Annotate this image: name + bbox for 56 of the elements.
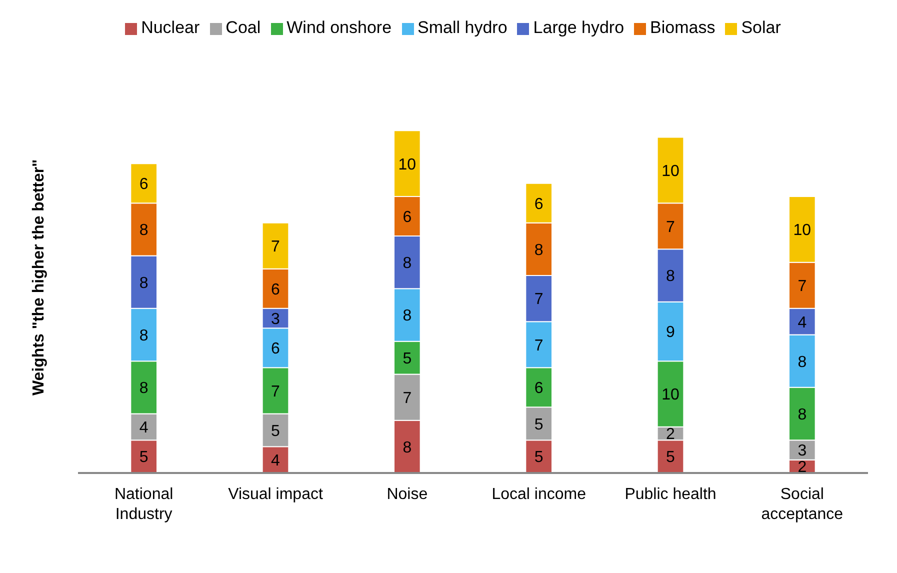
- data-label: 8: [798, 354, 807, 371]
- data-label: 8: [402, 439, 412, 456]
- x-tick-label: National Industry: [114, 486, 174, 523]
- legend-label: Small hydro: [418, 18, 508, 37]
- data-label: 7: [271, 383, 280, 400]
- data-label: 6: [271, 281, 280, 298]
- data-label: 7: [798, 278, 807, 296]
- data-label: 2: [798, 459, 807, 476]
- data-label: 8: [402, 255, 412, 272]
- data-label: 8: [139, 380, 148, 398]
- data-label: 5: [534, 416, 544, 434]
- data-label: 7: [271, 238, 280, 256]
- legend-label: Coal: [226, 18, 261, 37]
- data-label: 5: [139, 449, 148, 466]
- x-tick-label: Local income: [492, 486, 586, 503]
- data-label: 6: [402, 208, 412, 226]
- data-label: 8: [139, 222, 148, 240]
- data-label: 6: [534, 196, 544, 213]
- data-label: 3: [798, 442, 807, 460]
- legend-label: Nuclear: [141, 18, 200, 37]
- data-label: 5: [534, 449, 544, 466]
- data-label: 10: [662, 162, 680, 180]
- data-label: 6: [534, 380, 544, 398]
- data-label: 3: [271, 310, 280, 328]
- data-label: 10: [398, 156, 416, 174]
- data-label: 7: [402, 390, 412, 407]
- data-label: 8: [666, 268, 676, 286]
- data-label: 8: [534, 242, 544, 259]
- data-label: 8: [798, 406, 807, 424]
- data-label: 6: [271, 340, 280, 358]
- data-label: 10: [793, 222, 812, 240]
- data-label: 8: [139, 327, 148, 344]
- data-label: 8: [139, 274, 148, 292]
- data-label: 4: [271, 452, 280, 470]
- data-label: 8: [402, 308, 412, 325]
- data-label: 4: [798, 314, 807, 332]
- data-label: 5: [402, 350, 412, 368]
- x-tick-label: Public health: [624, 486, 716, 503]
- data-label: 6: [139, 176, 148, 194]
- x-tick-label: Visual impact: [228, 486, 324, 503]
- x-tick-label: Social acceptance: [761, 486, 844, 523]
- legend-label: Solar: [741, 18, 781, 37]
- x-tick-label: Noise: [386, 486, 428, 503]
- data-label: 7: [534, 337, 544, 354]
- legend-label: Large hydro: [533, 18, 624, 37]
- legend-label: Wind onshore: [286, 18, 392, 37]
- data-label: 5: [666, 449, 676, 466]
- data-label: 9: [666, 324, 676, 342]
- data-label: 4: [139, 420, 148, 437]
- data-label: 10: [662, 386, 680, 404]
- data-label: 2: [666, 426, 676, 444]
- y-axis-title: Weights "the higher the better": [30, 159, 48, 396]
- legend-label: Biomass: [650, 18, 716, 37]
- data-label: 7: [534, 291, 544, 308]
- data-label: 7: [666, 218, 676, 236]
- data-label: 5: [271, 422, 280, 440]
